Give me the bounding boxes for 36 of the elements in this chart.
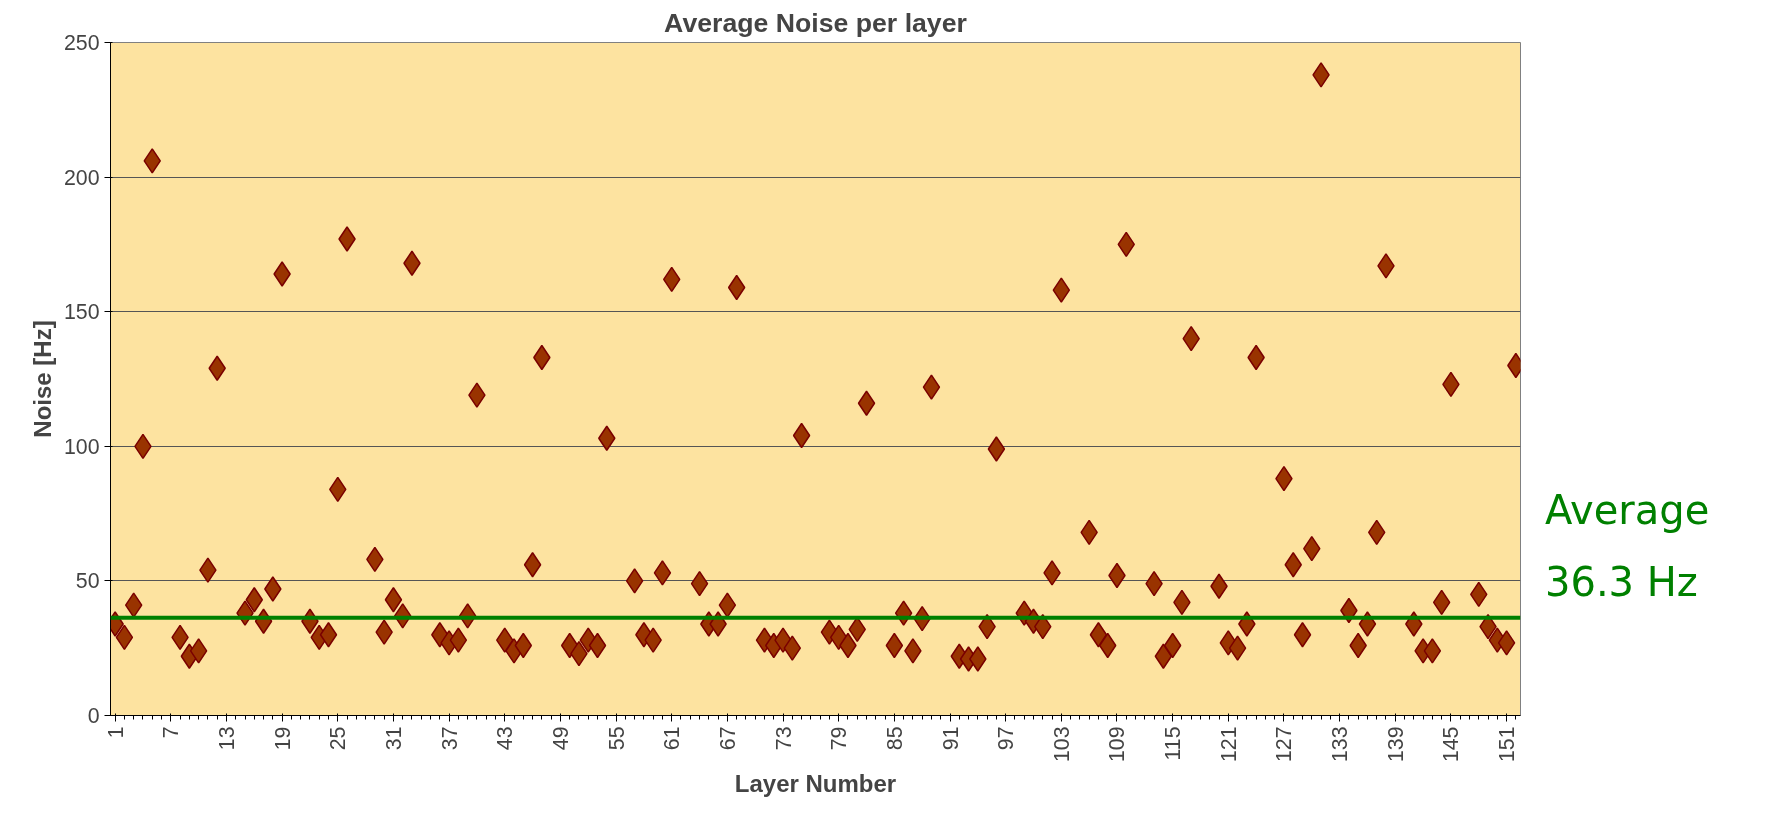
x-tick-label: 55 xyxy=(604,726,629,751)
x-tick-label: 7 xyxy=(159,726,184,739)
x-tick-label: 31 xyxy=(381,726,406,751)
x-tick-label: 121 xyxy=(1216,726,1241,763)
x-tick-label: 43 xyxy=(493,726,518,751)
x-tick-label: 85 xyxy=(882,726,907,751)
x-tick-label: 61 xyxy=(660,726,685,751)
x-tick-label: 139 xyxy=(1383,726,1408,763)
x-axis-title: Layer Number xyxy=(734,770,897,798)
x-tick-label: 103 xyxy=(1049,726,1074,763)
x-tick-label: 49 xyxy=(548,726,573,751)
x-tick-label: 1 xyxy=(103,726,128,739)
x-tick-label: 37 xyxy=(437,726,462,751)
x-tick-label: 97 xyxy=(994,726,1019,751)
x-tick-label: 73 xyxy=(771,726,796,751)
y-tick-label: 100 xyxy=(63,434,100,459)
x-tick-label: 67 xyxy=(715,726,740,751)
y-tick-label: 0 xyxy=(87,704,100,728)
x-tick-label: 19 xyxy=(270,726,295,751)
y-tick-label: 200 xyxy=(63,165,100,190)
ref-line-label: Average 36.3 Hz xyxy=(1545,486,1711,607)
x-tick-label: 133 xyxy=(1328,726,1353,763)
y-tick-label: 250 xyxy=(63,31,100,55)
x-tick-label: 127 xyxy=(1272,726,1297,763)
y-axis-title: Noise [Hz] xyxy=(28,320,56,438)
x-tick-label: 115 xyxy=(1161,726,1186,761)
x-tick-label: 13 xyxy=(214,726,239,751)
x-tick-label: 79 xyxy=(827,726,852,751)
x-tick-label: 109 xyxy=(1105,726,1130,763)
x-tick-label: 25 xyxy=(326,726,351,751)
chart-title: Average Noise per layer xyxy=(664,7,967,38)
x-tick-label: 145 xyxy=(1439,726,1464,763)
x-tick-label: 91 xyxy=(938,726,963,751)
y-tick-label: 150 xyxy=(63,300,100,325)
y-tick-label: 50 xyxy=(75,569,100,594)
x-tick-label: 151 xyxy=(1495,726,1520,763)
